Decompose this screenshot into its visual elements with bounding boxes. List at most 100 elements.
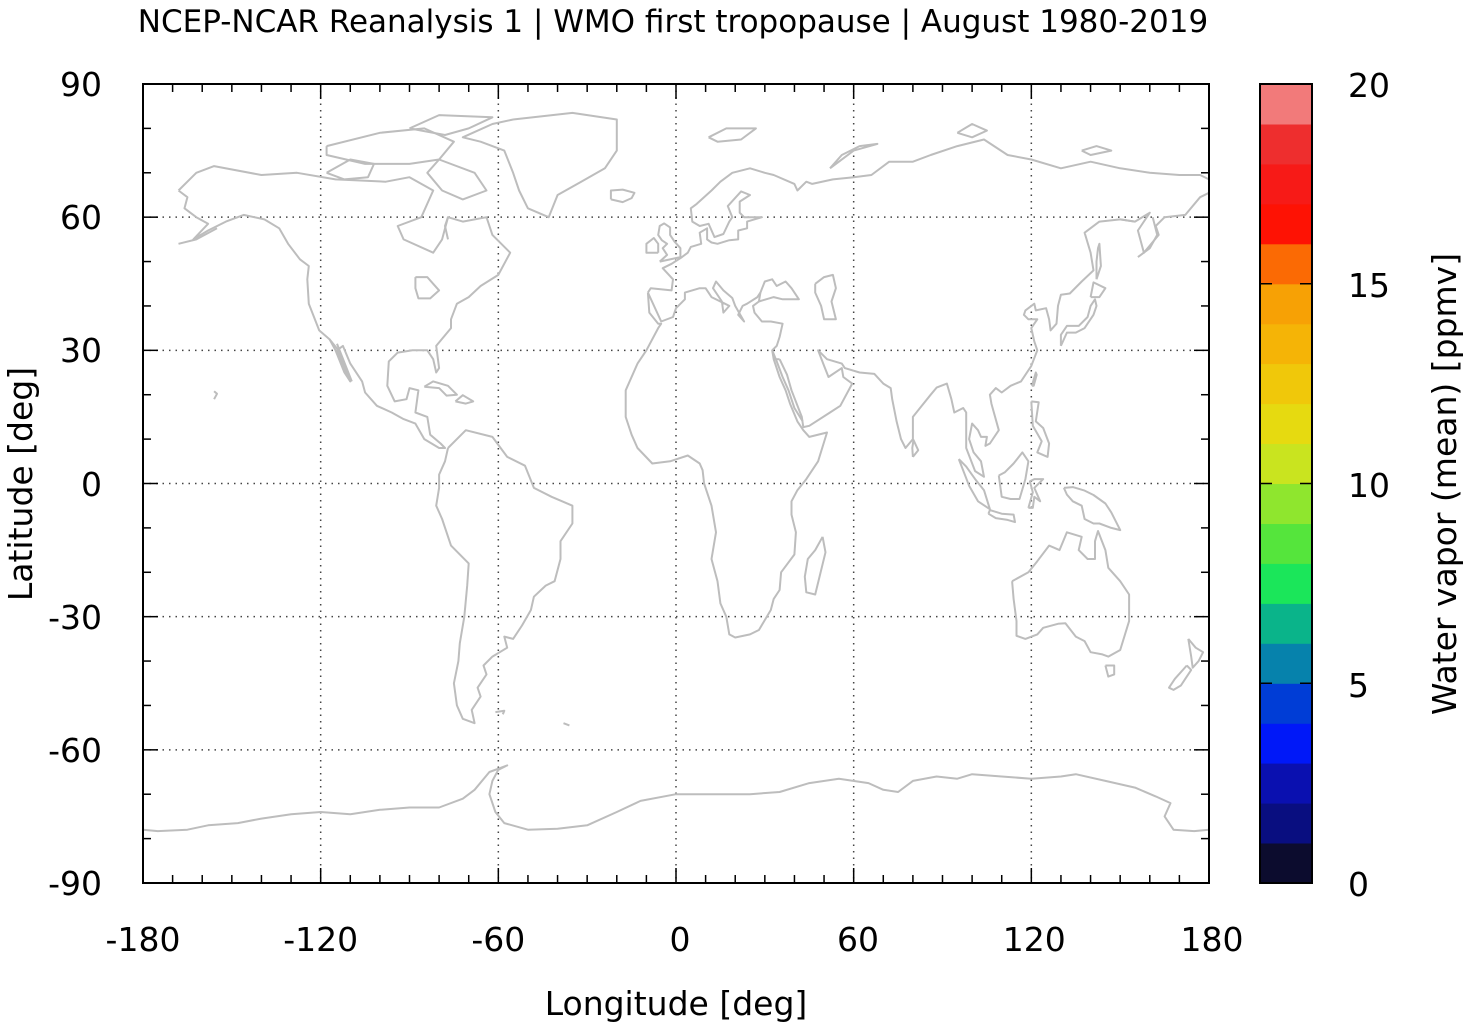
coastline-cuba [423,380,458,397]
colorbar-label: Water vapor (mean) [ppmv] [1425,253,1464,715]
coastlines [142,111,1210,833]
coastline-new-guinea [1062,486,1122,532]
coastline-kamchatka [1137,216,1159,258]
x-tick-label: 60 [837,920,879,959]
colorbar-swatch [1260,163,1312,205]
coastline-eurasia-africa [624,278,828,639]
y-tick-label: -90 [48,864,102,903]
colorbar-tick-label: 5 [1348,666,1369,705]
colorbar-swatch [1260,723,1312,764]
coastline-new-zealand-north [1187,638,1205,669]
colorbar-tick-label: 0 [1348,865,1369,904]
coastline-hokkaido [1089,281,1107,299]
colorbar-swatch [1260,523,1312,564]
coastline-java [987,509,1016,524]
gridlines [143,84,1209,883]
colorbar-swatch [1260,283,1312,325]
y-tick-label: -60 [48,731,102,770]
x-tick-label: 0 [670,920,691,959]
y-tick-label: 0 [81,465,102,504]
coastline-iceland [609,188,636,204]
colorbar-ticks [1260,83,1312,884]
coastline-south-georgia [563,722,570,727]
coastline-new-siberian-islands [1081,145,1113,156]
colorbar-swatch [1260,683,1312,724]
colorbar-swatch [1260,563,1312,604]
coastline-sea-of-okhotsk [1120,218,1136,223]
y-tick-label: 90 [60,65,102,104]
y-tick-label: -30 [48,598,102,637]
colorbar-swatch [1260,483,1312,524]
coastline-borneo [997,451,1030,500]
axis-ticks [142,83,1210,884]
coastline-uk [657,222,682,263]
colorbar-swatch [1260,763,1312,804]
coastline-black-sea-coast [757,292,762,302]
x-tick-label: 120 [1003,920,1066,959]
y-tick-labels: 90 60 30 0 -30 -60 -90 [48,65,102,903]
colorbar-tick-label: 15 [1348,266,1390,305]
colorbar-swatch [1260,843,1312,884]
coastline-falklands [495,709,506,715]
colorbar-swatch [1260,243,1312,285]
coastline-great-lakes [414,276,441,300]
colorbar-swatch [1260,124,1312,165]
colorbar-swatch [1260,363,1312,405]
coastline-hudson-bay-east [444,216,449,240]
coastline-eurasia-north [647,138,1210,294]
colorbar-swatch [1260,643,1312,684]
chart-title: NCEP-NCAR Reanalysis 1 | WMO first tropo… [138,4,1208,40]
y-tick-label: 30 [60,331,102,370]
x-axis-label: Longitude [deg] [545,984,808,1023]
colorbar-swatch [1260,403,1312,444]
x-tick-label: -180 [106,920,181,959]
coastline-novaya-zemlya [829,142,879,170]
coastline-sakhalin [1095,242,1102,280]
colorbar-swatch [1260,84,1312,125]
coastline-south-america [435,429,574,725]
coastline-japan [1059,298,1098,347]
coastline-greenland [461,111,618,219]
coastline-east-asia [778,191,1210,478]
x-tick-label: -60 [471,920,525,959]
coastline-red-sea-east [771,349,804,422]
colorbar-swatch [1260,203,1312,245]
coastline-sri-lanka [911,439,920,458]
coastline-antarctica [142,764,1210,833]
coastline-philippines [1030,400,1051,458]
x-tick-label: -120 [283,920,358,959]
x-tick-label: 180 [1181,920,1244,959]
y-axis-label: Latitude [deg] [1,367,40,601]
coastline-australia [1011,530,1131,658]
colorbar-swatch [1260,323,1312,365]
coastline-north-america [177,165,512,449]
coastline-north-island-pacific [213,390,218,400]
coastline-ellesmere [409,114,494,136]
colorbar-swatch [1260,443,1312,484]
coastline-sumatra [957,458,991,511]
coastline-sulawesi [1027,478,1045,509]
coastline-alaska-islands [178,227,218,245]
coastline-caspian [814,273,837,321]
coastline-madagascar [803,536,827,596]
coastline-tasmania [1104,664,1116,678]
colorbar-swatch [1260,603,1312,644]
colorbar-swatch [1260,803,1312,844]
coastline-svalbard [708,127,757,143]
coastline-baffin-island [426,158,488,201]
plot-frame [142,83,1210,884]
coastline-severnaya-zemlya [956,123,988,139]
y-tick-label: 60 [60,198,102,237]
coastline-baja [328,338,352,382]
coastline-hispaniola [454,394,475,405]
coastline-ireland [645,237,660,254]
colorbar [1260,84,1312,884]
x-tick-labels: -180 -120 -60 0 60 120 180 [106,920,1244,959]
colorbar-tick-label: 10 [1348,466,1390,505]
colorbar-tick-labels: 20 15 10 5 0 [1348,66,1390,904]
coastline-victoria-island [326,158,375,181]
colorbar-tick-label: 20 [1348,66,1390,105]
coastline-new-zealand-south [1168,664,1193,691]
coastline-taiwan [1030,371,1038,387]
